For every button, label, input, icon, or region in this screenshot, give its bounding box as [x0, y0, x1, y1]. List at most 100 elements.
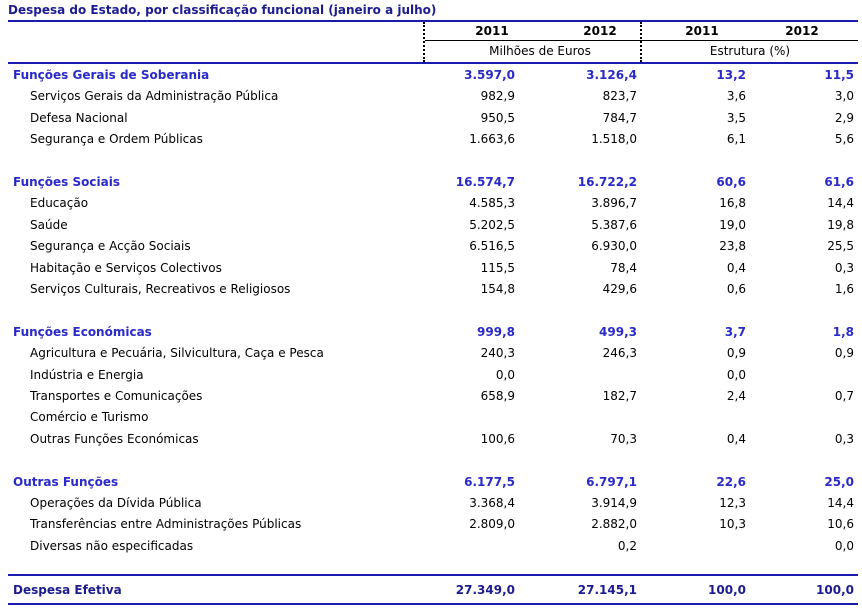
category-label: Outras Funções [13, 475, 119, 489]
cell-value: 12,3 [719, 496, 746, 510]
cell-value: 0,2 [617, 539, 637, 553]
cell-value: 3,7 [724, 325, 746, 339]
cell-value: 950,5 [480, 111, 515, 125]
cell-value: 0,4 [726, 261, 746, 275]
header-unit-structure: Estrutura (%) [709, 44, 791, 58]
table-row: Serviços Culturais, Recreativos e Religi… [0, 279, 862, 300]
category-label: Funções Sociais [13, 175, 120, 189]
header-separator-mid [640, 22, 642, 62]
cell-value: 19,0 [719, 218, 746, 232]
cell-value: 3,6 [726, 89, 746, 103]
cell-value: 6.930,0 [591, 239, 637, 253]
cell-value: 1,6 [834, 282, 854, 296]
table-row: Educação 4.585,3 3.896,7 16,8 14,4 [0, 193, 862, 214]
cell-value: 784,7 [602, 111, 637, 125]
table-row: Transferências entre Administrações Públ… [0, 514, 862, 535]
header-bottom-rule [8, 62, 858, 64]
cell-value: 3,0 [834, 89, 854, 103]
cell-value: 2,4 [726, 389, 746, 403]
title-rule [8, 20, 858, 22]
table-title: Despesa do Estado, por classificação fun… [8, 3, 437, 17]
cell-value: 1.518,0 [591, 132, 637, 146]
header-unit-euros: Milhões de Euros [489, 44, 591, 58]
cell-value: 61,6 [824, 175, 854, 189]
cell-value: 2.809,0 [469, 517, 515, 531]
cell-value: 823,7 [602, 89, 637, 103]
cell-value: 5.387,6 [591, 218, 637, 232]
cell-value: 3.368,4 [469, 496, 515, 510]
cell-value: 658,9 [480, 389, 515, 403]
cell-value: 10,6 [827, 517, 854, 531]
table-row: Habitação e Serviços Colectivos 115,5 78,4… [0, 258, 862, 279]
cell-value: 3.597,0 [464, 68, 515, 82]
row-label: Diversas não especificadas [30, 539, 194, 553]
total-value-2011-euros: 27.349,0 [455, 583, 515, 597]
cell-value: 1.663,6 [469, 132, 515, 146]
total-bottom-rule [8, 603, 858, 605]
cell-value: 6,1 [726, 132, 746, 146]
category-label: Funções Gerais de Soberania [13, 68, 210, 82]
cell-value: 115,5 [480, 261, 515, 275]
cell-value: 0,6 [726, 282, 746, 296]
row-label: Saúde [30, 218, 68, 232]
cell-value: 78,4 [610, 261, 637, 275]
cell-value: 14,4 [827, 496, 854, 510]
cell-value: 14,4 [827, 196, 854, 210]
cell-value: 2.882,0 [591, 517, 637, 531]
cell-value: 70,3 [610, 432, 637, 446]
cell-value: 3.896,7 [591, 196, 637, 210]
cell-value: 0,3 [834, 261, 854, 275]
cell-value: 0,4 [726, 432, 746, 446]
cell-value: 16,8 [719, 196, 746, 210]
category-row: Funções Económicas 999,8 499,3 3,7 1,8 [0, 322, 862, 343]
cell-value: 25,5 [827, 239, 854, 253]
total-value-2012-euros: 27.145,1 [577, 583, 637, 597]
row-label: Serviços Culturais, Recreativos e Religi… [30, 282, 291, 296]
row-label: Segurança e Acção Sociais [30, 239, 191, 253]
table-row: Indústria e Energia 0,0 0,0 [0, 365, 862, 386]
cell-value: 5,6 [834, 132, 854, 146]
total-row: Despesa Efetiva 27.349,0 27.145,1 100,0 … [0, 580, 862, 601]
cell-value: 999,8 [477, 325, 515, 339]
row-label: Operações da Dívida Pública [30, 496, 202, 510]
row-label: Educação [30, 196, 89, 210]
table-row: Comércio e Turismo [0, 407, 862, 428]
table-row: Defesa Nacional 950,5 784,7 3,5 2,9 [0, 108, 862, 129]
table-row: Operações da Dívida Pública 3.368,4 3.914,… [0, 493, 862, 514]
cell-value: 6.797,1 [586, 475, 637, 489]
cell-value: 0,3 [834, 432, 854, 446]
cell-value: 22,6 [716, 475, 746, 489]
table-row: Saúde 5.202,5 5.387,6 19,0 19,8 [0, 215, 862, 236]
cell-value: 6.516,5 [469, 239, 515, 253]
cell-value: 0,7 [834, 389, 854, 403]
row-label: Transferências entre Administrações Públ… [30, 517, 302, 531]
row-label: Segurança e Ordem Públicas [30, 132, 203, 146]
cell-value: 240,3 [480, 346, 515, 360]
table-row: Serviços Gerais da Administração Pública… [0, 86, 862, 107]
cell-value: 5.202,5 [469, 218, 515, 232]
table-row: Agricultura e Pecuária, Silvicultura, Ca… [0, 343, 862, 364]
cell-value: 499,3 [599, 325, 637, 339]
cell-value: 0,0 [834, 539, 854, 553]
category-row: Outras Funções 6.177,5 6.797,1 22,6 25,0 [0, 472, 862, 493]
header-year-3: 2011 [685, 24, 719, 38]
table-row: Segurança e Ordem Públicas 1.663,6 1.518,0… [0, 129, 862, 150]
header-year-1: 2011 [475, 24, 509, 38]
cell-value: 0,9 [834, 346, 854, 360]
row-label: Indústria e Energia [30, 368, 144, 382]
total-value-2012-pct: 100,0 [816, 583, 854, 597]
total-value-2011-pct: 100,0 [708, 583, 746, 597]
cell-value: 429,6 [602, 282, 637, 296]
table-row: Outras Funções Económicas 100,6 70,3 0,4 0,3 [0, 429, 862, 450]
cell-value: 19,8 [827, 218, 854, 232]
cell-value: 0,0 [726, 368, 746, 382]
cell-value: 100,6 [480, 432, 515, 446]
cell-value: 0,9 [726, 346, 746, 360]
cell-value: 25,0 [824, 475, 854, 489]
cell-value: 16.574,7 [455, 175, 515, 189]
cell-value: 0,0 [495, 368, 515, 382]
cell-value: 154,8 [480, 282, 515, 296]
cell-value: 182,7 [602, 389, 637, 403]
cell-value: 4.585,3 [469, 196, 515, 210]
category-row: Funções Sociais 16.574,7 16.722,2 60,6 61,6 [0, 172, 862, 193]
